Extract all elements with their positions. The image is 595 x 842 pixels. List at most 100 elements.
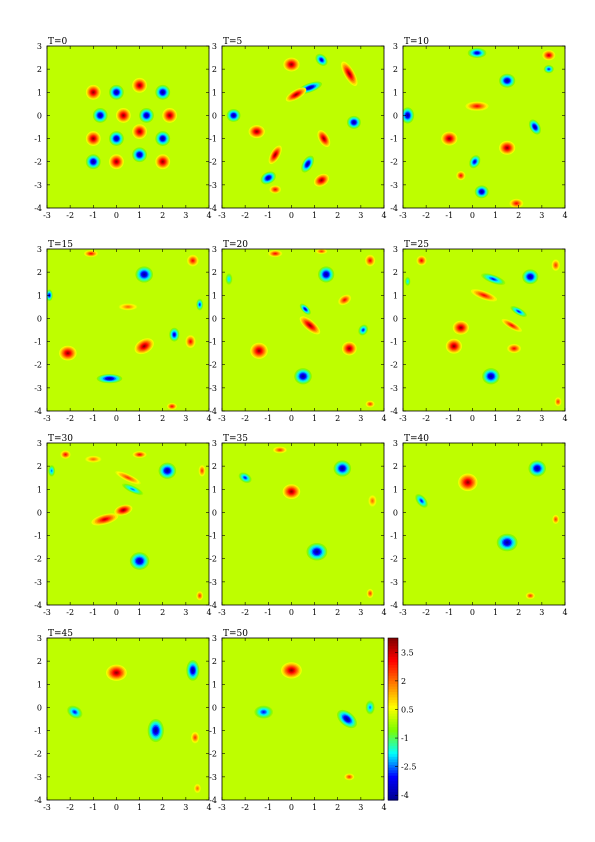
contour-level bbox=[191, 669, 194, 672]
colorbar-swatch bbox=[388, 727, 398, 731]
panel-title: T=25 bbox=[404, 240, 429, 250]
colorbar-swatch bbox=[388, 724, 398, 728]
positive-vortex bbox=[299, 316, 321, 335]
y-tick-label: -2 bbox=[34, 361, 42, 370]
contour-level bbox=[66, 352, 69, 355]
colorbar-swatch bbox=[388, 770, 398, 774]
colorbar-swatch bbox=[388, 665, 398, 669]
x-tick-label: 0 bbox=[470, 211, 475, 220]
colorbar-tick-label: 3.5 bbox=[401, 648, 414, 657]
colorbar-swatch bbox=[388, 670, 398, 674]
contour-level bbox=[257, 349, 261, 352]
y-tick-label: -3 bbox=[390, 578, 398, 587]
vortex-field bbox=[85, 77, 178, 170]
colorbar-tick-label: -1 bbox=[401, 734, 409, 743]
y-tick-label: 3 bbox=[393, 245, 398, 254]
x-tick-label: 1 bbox=[312, 414, 317, 423]
panel-title: T=35 bbox=[223, 434, 248, 444]
contour-level bbox=[341, 467, 344, 470]
y-tick-label: 0 bbox=[212, 314, 217, 323]
y-tick-label: 1 bbox=[37, 88, 42, 97]
x-tick-label: -1 bbox=[264, 803, 272, 812]
y-tick-label: 1 bbox=[37, 291, 42, 300]
contour-level bbox=[199, 595, 201, 597]
vortex-field bbox=[48, 450, 206, 601]
contour-level bbox=[115, 160, 118, 163]
negative-vortex bbox=[469, 155, 481, 169]
y-tick-label: 3 bbox=[393, 42, 398, 51]
colorbar-swatch bbox=[388, 675, 398, 680]
colorbar-swatch bbox=[388, 719, 398, 723]
contour-level bbox=[92, 137, 95, 140]
positive-vortex bbox=[465, 101, 489, 111]
positive-vortex bbox=[416, 255, 427, 266]
y-tick-label: -4 bbox=[209, 204, 217, 213]
positive-vortex bbox=[368, 495, 377, 507]
y-tick-label: -4 bbox=[209, 796, 217, 805]
contour-level bbox=[369, 259, 371, 262]
positive-vortex bbox=[193, 783, 201, 794]
positive-vortex bbox=[272, 446, 287, 454]
y-tick-label: -1 bbox=[34, 135, 42, 144]
contour-level bbox=[99, 114, 102, 117]
x-tick-label: -2 bbox=[422, 608, 430, 617]
contour-level bbox=[194, 736, 196, 739]
colorbar-swatch bbox=[388, 710, 398, 715]
contour-level bbox=[475, 105, 479, 107]
positive-vortex bbox=[115, 108, 131, 123]
contour-level bbox=[320, 250, 323, 252]
plot-frame bbox=[46, 442, 210, 606]
negative-vortex bbox=[139, 108, 154, 123]
contour-level bbox=[274, 153, 277, 156]
y-tick-label: 3 bbox=[212, 634, 217, 643]
positive-vortex bbox=[59, 345, 77, 361]
positive-vortex bbox=[470, 289, 498, 302]
y-tick-label: 0 bbox=[212, 703, 217, 712]
x-tick-label: 0 bbox=[289, 414, 294, 423]
panel-title: T=45 bbox=[48, 629, 73, 639]
y-tick-label: 1 bbox=[212, 680, 217, 689]
y-tick-label: 0 bbox=[37, 314, 42, 323]
colorbar-tick-label: -4 bbox=[401, 791, 409, 800]
positive-vortex bbox=[499, 140, 516, 155]
contour-level bbox=[138, 559, 141, 563]
contour-level bbox=[107, 378, 112, 380]
contour-level bbox=[547, 54, 550, 56]
colorbar-swatch bbox=[388, 735, 398, 739]
y-tick-label: -1 bbox=[390, 338, 398, 347]
negative-vortex bbox=[499, 73, 516, 88]
contour-level bbox=[517, 310, 520, 313]
x-tick-label: 2 bbox=[516, 414, 521, 423]
negative-vortex bbox=[109, 84, 124, 100]
contour-level bbox=[534, 126, 536, 128]
colorbar-swatch bbox=[388, 786, 398, 790]
negative-vortex bbox=[254, 705, 273, 719]
contour-level bbox=[474, 160, 476, 163]
positive-vortex bbox=[509, 198, 524, 208]
y-tick-label: 1 bbox=[393, 485, 398, 494]
panel-title: T=10 bbox=[404, 37, 429, 47]
x-tick-label: 2 bbox=[516, 608, 521, 617]
y-tick-label: -1 bbox=[34, 532, 42, 541]
contour-level bbox=[73, 711, 76, 713]
y-tick-label: 3 bbox=[212, 439, 217, 448]
y-tick-label: 2 bbox=[212, 462, 217, 471]
colorbar-swatch bbox=[388, 648, 398, 653]
x-tick-label: -2 bbox=[241, 608, 249, 617]
x-tick-label: -1 bbox=[89, 211, 97, 220]
contour-level bbox=[161, 137, 164, 140]
contour-level bbox=[406, 114, 409, 117]
y-tick-label: -4 bbox=[34, 601, 42, 610]
negative-vortex bbox=[299, 303, 311, 315]
positive-vortex bbox=[132, 451, 147, 459]
y-tick-label: 0 bbox=[212, 111, 217, 120]
vortex-field bbox=[254, 662, 375, 781]
y-tick-label: 1 bbox=[212, 291, 217, 300]
contour-level bbox=[115, 91, 118, 94]
contour-level bbox=[369, 706, 371, 709]
x-tick-label: 4 bbox=[206, 803, 211, 812]
contour-level bbox=[90, 253, 92, 255]
